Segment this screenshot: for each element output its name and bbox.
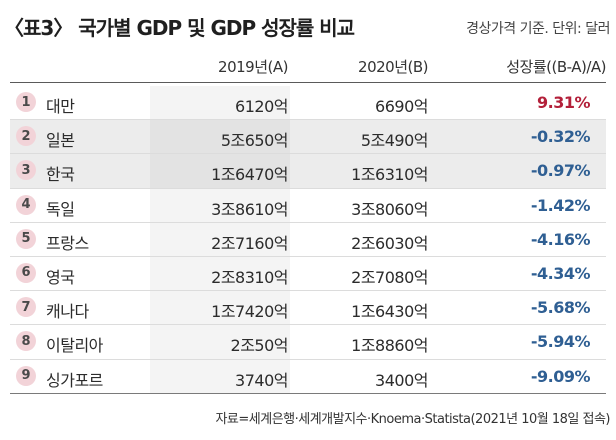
gdp-2020-value: 2조7080억: [351, 267, 428, 287]
column-header-2020: 2020년(B): [358, 58, 428, 76]
rank-badge: 4: [16, 194, 36, 215]
gdp-2019-value: 3조8610억: [211, 199, 288, 219]
table-header: 〈표3〉 국가별 GDP 및 GDP 성장률 비교 경상가격 기준. 단위: 달…: [0, 0, 616, 52]
column-2019-shade: 5조650억: [150, 120, 290, 154]
unit-note: 경상가격 기준. 단위: 달러: [466, 21, 610, 37]
rank-badge: 6: [16, 262, 36, 283]
header-divider: [10, 82, 606, 83]
rank-badge: 2: [16, 126, 36, 147]
column-2019-shade: 1조6470억: [150, 154, 290, 188]
growth-rate-value: -5.68%: [530, 298, 591, 318]
table-row: 3조8610억 4 독일 3조8060억 -1.42%: [10, 188, 606, 223]
growth-rate-value: 9.31%: [536, 93, 591, 112]
gdp-2020-value: 1조6430억: [351, 302, 428, 322]
rank-number: 4: [21, 197, 31, 213]
table-row: 5조650억 2 일본 5조490억 -0.32%: [10, 120, 606, 155]
growth-rate-value: -1.42%: [530, 195, 591, 215]
rank-number: 2: [21, 128, 31, 144]
country-name: 싱가포르: [46, 370, 103, 390]
column-2019-shade: 3740억: [150, 359, 290, 393]
table-row: 2조50억 8 이탈리아 1조8860억 -5.94%: [10, 325, 606, 360]
gdp-2020-value: 1조6310억: [351, 165, 428, 185]
country-name: 한국: [46, 165, 75, 185]
table-row: 2조7160억 5 프랑스 2조6030억 -4.16%: [10, 222, 606, 257]
country-name: 프랑스: [46, 233, 89, 253]
source-note: 자료=세계은행·세계개발지수·Knoema·Statista(2021년 10월…: [215, 412, 610, 427]
rank-badge: 8: [16, 331, 36, 352]
rank-number: 1: [21, 94, 31, 110]
table-row: 2조8310억 6 영국 2조7080억 -4.34%: [10, 256, 606, 292]
growth-rate-value: -0.97%: [530, 161, 591, 181]
rank-number: 5: [21, 231, 31, 247]
growth-rate-value: -9.09%: [530, 366, 591, 386]
gdp-2020-value: 3조8060억: [351, 199, 428, 219]
rank-number: 7: [21, 299, 31, 315]
country-name: 영국: [46, 267, 75, 287]
rank-badge: 9: [16, 365, 36, 386]
rank-number: 6: [21, 265, 31, 281]
rank-badge: 1: [16, 92, 36, 112]
column-2019-shade: 2조7160억: [150, 222, 290, 256]
country-name: 대만: [46, 97, 75, 116]
growth-rate-value: -4.34%: [530, 263, 591, 283]
rank-number: 8: [21, 333, 31, 349]
growth-rate-value: -5.94%: [530, 332, 591, 352]
column-header-growth-rate: 성장률((B-A)/A): [506, 58, 606, 76]
gdp-2019-value: 2조8310억: [211, 267, 288, 287]
country-name: 이탈리아: [46, 336, 103, 356]
column-2019-shade: 1조7420억: [150, 291, 290, 325]
gdp-2019-value: 3740억: [235, 370, 288, 390]
gdp-2020-value: 2조6030억: [351, 233, 428, 253]
table-row: 6120억 1 대만 6690억 9.31%: [10, 86, 606, 121]
table-row: 1조7420억 7 캐나다 1조6430억 -5.68%: [10, 291, 606, 326]
gdp-2020-value: 3400억: [375, 370, 428, 390]
country-name: 일본: [46, 131, 75, 151]
country-name: 독일: [46, 199, 75, 219]
table-row: 1조6470억 3 한국 1조6310억 -0.97%: [10, 154, 606, 189]
gdp-2019-value: 2조7160억: [211, 233, 288, 253]
column-2019-shade: 3조8610억: [150, 188, 290, 222]
column-2019-shade: 2조50억: [150, 325, 290, 359]
gdp-2019-value: 6120억: [235, 97, 288, 116]
rank-number: 3: [21, 162, 31, 178]
gdp-2020-value: 6690억: [375, 97, 428, 116]
rank-number: 9: [21, 368, 31, 383]
gdp-2019-value: 2조50억: [230, 336, 289, 356]
table-row: 3740억 9 싱가포르 3400억 -9.09%: [10, 359, 606, 394]
gdp-table: 6120억 1 대만 6690억 9.31% 5조650억 2 일본 5조490…: [10, 86, 606, 394]
page-title: 〈표3〉 국가별 GDP 및 GDP 성장률 비교: [4, 16, 355, 40]
gdp-2019-value: 1조6470억: [211, 165, 288, 185]
rank-badge: 5: [16, 228, 36, 249]
country-name: 캐나다: [46, 302, 89, 322]
column-2019-shade: 2조8310억: [150, 256, 290, 291]
growth-rate-value: -0.32%: [530, 127, 591, 147]
growth-rate-value: -4.16%: [530, 229, 591, 249]
column-2019-shade: 6120억: [150, 86, 290, 120]
gdp-2019-value: 5조650억: [220, 131, 289, 151]
gdp-2020-value: 1조8860억: [351, 336, 428, 356]
rank-badge: 7: [16, 297, 36, 318]
column-header-2019: 2019년(A): [218, 58, 288, 76]
gdp-2020-value: 5조490억: [360, 131, 429, 151]
rank-badge: 3: [16, 160, 36, 181]
gdp-2019-value: 1조7420억: [211, 302, 288, 322]
